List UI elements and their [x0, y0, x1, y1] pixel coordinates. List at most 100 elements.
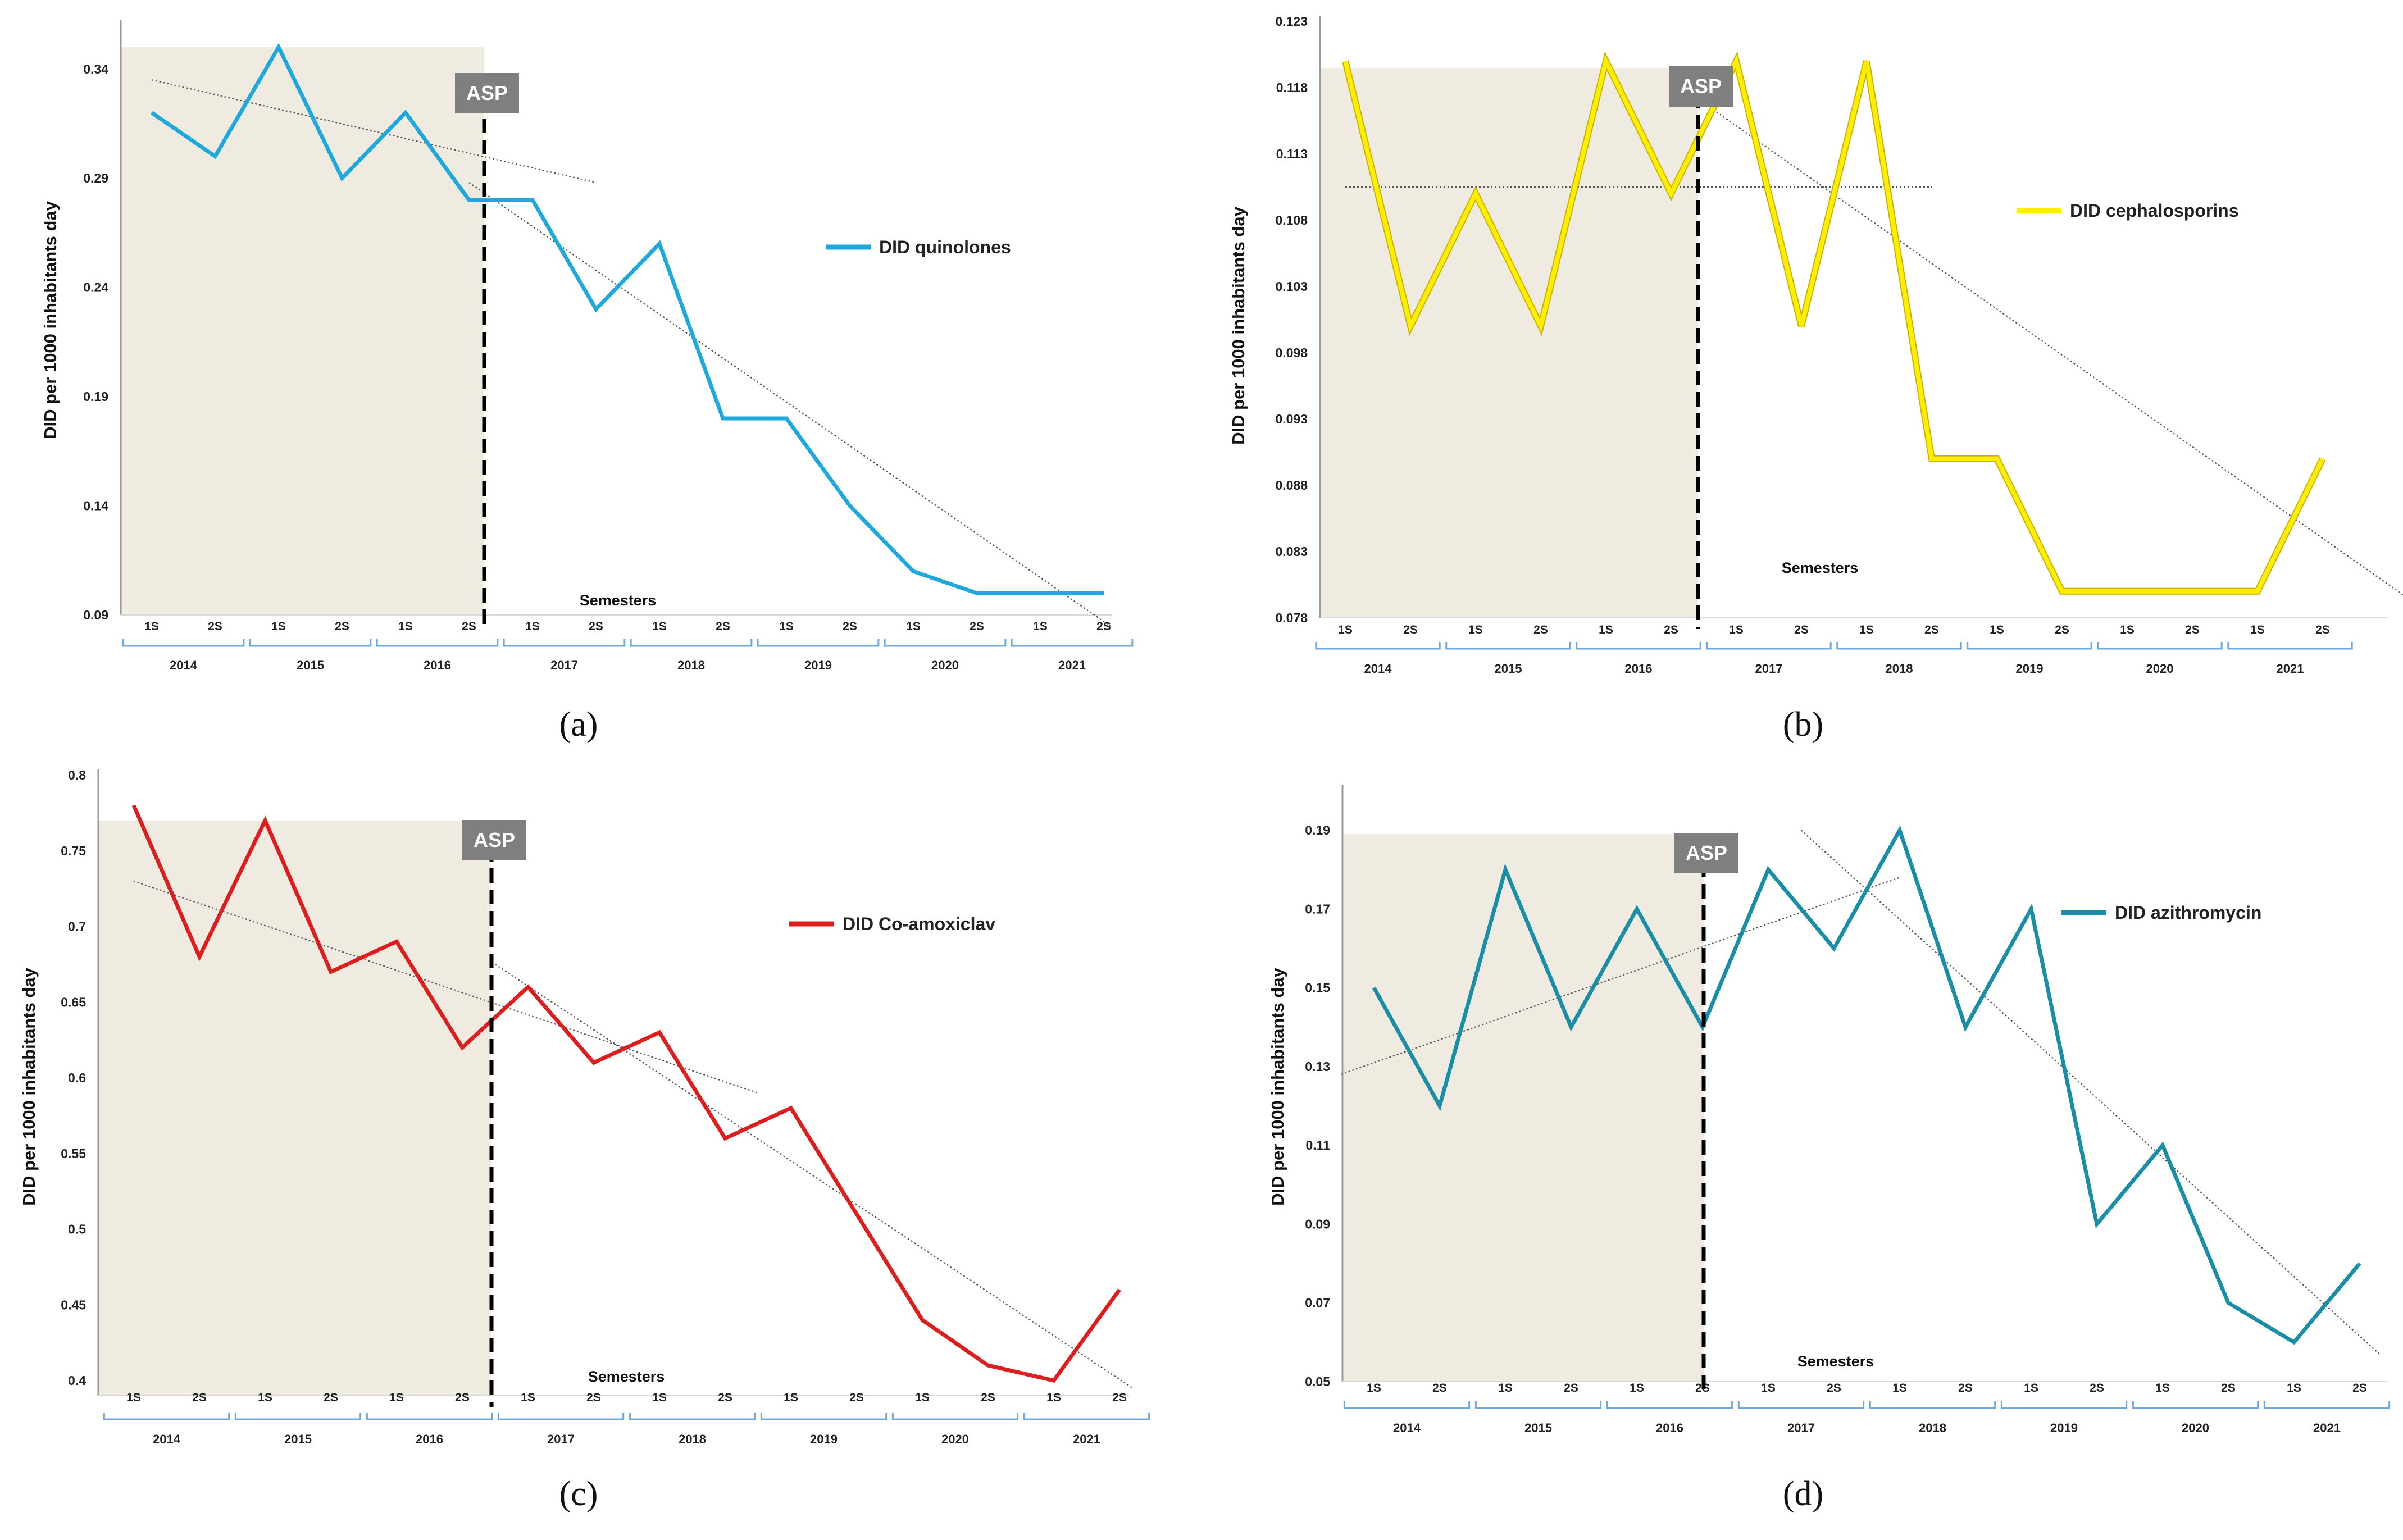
series-line — [1343, 54, 2325, 594]
semester-tick-label: 2S — [1958, 1382, 1973, 1395]
year-label: 2021 — [2277, 662, 2304, 676]
semester-tick-label: 2S — [2185, 623, 2200, 636]
semester-tick-label: 1S — [915, 1391, 930, 1404]
year-bracket — [1869, 1401, 1996, 1409]
x-axis-title: Semesters — [580, 592, 657, 609]
year-bracket — [1737, 1401, 1865, 1409]
panel-label: (d) — [1783, 1475, 1823, 1513]
y-tick-label: 0.103 — [1275, 279, 1308, 294]
semester-tick-label: 2S — [586, 1391, 601, 1404]
year-label: 2016 — [1656, 1421, 1683, 1435]
asp-badge-label: ASP — [466, 81, 508, 104]
y-tick-label: 0.34 — [83, 62, 108, 76]
y-axis-title: DID per 1000 inhabitants day — [40, 201, 60, 439]
year-label: 2020 — [2182, 1421, 2209, 1435]
asp-badge — [462, 820, 526, 860]
chart-panel-a: 0.09 0.14 0.19 0.24 0.29 0.34 DID per 1000 inh… — [40, 20, 1134, 744]
series-line — [1372, 825, 2361, 1345]
year-bracket — [376, 639, 499, 647]
y-tick-label: 0.078 — [1275, 610, 1308, 625]
y-axis-title: DID per 1000 inhabitants day — [1268, 967, 1287, 1206]
semester-tick-label: 1S — [389, 1391, 404, 1404]
pre-intervention-shade — [98, 820, 491, 1396]
semester-tick-label: 1S — [1761, 1382, 1776, 1395]
year-label: 2018 — [1886, 662, 1913, 676]
year-bracket — [122, 639, 245, 647]
year-label: 2020 — [931, 658, 959, 672]
asp-badge — [1674, 833, 1738, 873]
y-tick-label: 0.113 — [1276, 147, 1308, 161]
y-tick-label: 0.75 — [61, 844, 86, 858]
semester-tick-label: 2S — [2315, 623, 2330, 636]
series-line — [151, 43, 1104, 595]
year-label: 2016 — [416, 1432, 443, 1446]
year-bracket — [1011, 639, 1134, 647]
y-tick-label: 0.093 — [1275, 412, 1308, 426]
y-tick-label: 0.09 — [1305, 1216, 1330, 1231]
year-bracket — [1445, 642, 1571, 650]
year-label: 2016 — [1625, 662, 1653, 676]
semester-tick-label: 2S — [589, 620, 603, 633]
chart-panel-d: 0.05 0.07 0.09 0.11 0.13 0.15 0.17 0.19 DID per … — [1268, 785, 2391, 1513]
semester-tick-label: 1S — [2024, 1382, 2038, 1395]
year-label: 2014 — [1393, 1421, 1421, 1435]
semester-tick-label: 2S — [335, 620, 349, 633]
legend-label: DID quinolones — [879, 237, 1011, 257]
year-bracket — [1023, 1413, 1150, 1420]
semester-tick-label: 2S — [718, 1391, 732, 1404]
semester-tick-label: 1S — [258, 1391, 272, 1404]
semester-tick-label: 2S — [192, 1391, 207, 1404]
year-bracket — [249, 639, 372, 647]
year-bracket — [234, 1413, 362, 1420]
semester-tick-label: 2S — [1112, 1391, 1127, 1404]
semester-tick-label: 2S — [970, 620, 984, 633]
chart-panel-c: 0.4 0.45 0.5 0.55 0.6 0.65 0.7 0.75 0.8 DID per 1… — [19, 768, 1150, 1513]
y-tick-label: 0.088 — [1275, 478, 1308, 493]
trend-line-pre — [151, 79, 597, 184]
semester-tick-label: 1S — [1990, 623, 2004, 636]
year-label: 2018 — [1919, 1421, 1946, 1435]
trend-line-post — [1709, 107, 2403, 596]
y-tick-label: 0.15 — [1305, 981, 1330, 995]
year-bracket — [497, 1413, 625, 1420]
y-tick-label: 0.108 — [1275, 213, 1308, 227]
y-tick-label: 0.19 — [83, 389, 108, 404]
year-bracket — [1706, 642, 1832, 650]
panel-label: (c) — [559, 1475, 598, 1513]
semester-tick-label: 1S — [271, 620, 286, 633]
y-tick-label: 0.123 — [1275, 14, 1308, 29]
year-label: 2019 — [2050, 1421, 2078, 1435]
semester-tick-label: 2S — [1827, 1382, 1841, 1395]
y-tick-label: 0.55 — [61, 1146, 86, 1161]
year-label: 2015 — [297, 658, 324, 672]
semester-tick-label: 1S — [2155, 1382, 2170, 1395]
asp-badge — [455, 73, 519, 113]
y-tick-label: 0.65 — [61, 995, 86, 1009]
semester-tick-label: 1S — [1729, 623, 1744, 636]
semester-tick-label: 1S — [521, 1391, 535, 1404]
series-line — [131, 804, 1121, 1383]
semester-tick-label: 2S — [2055, 623, 2069, 636]
year-label: 2021 — [1058, 658, 1086, 672]
semester-tick-label: 1S — [1468, 623, 1483, 636]
y-tick-label: 0.45 — [61, 1297, 86, 1312]
year-bracket — [1836, 642, 1962, 650]
semester-tick-label: 1S — [398, 620, 413, 633]
y-tick-label: 0.14 — [83, 499, 108, 513]
y-axis-title: DID per 1000 inhabitants day — [19, 967, 39, 1206]
semester-tick-label: 2S — [1664, 623, 1678, 636]
semester-tick-label: 2S — [1533, 623, 1548, 636]
chart-panel-b: 0.078 0.083 0.088 0.093 0.098 0.103 0.108 0.113… — [1228, 14, 2403, 744]
year-label: 2015 — [284, 1432, 312, 1446]
semester-tick-label: 2S — [2090, 1382, 2104, 1395]
year-label: 2018 — [677, 658, 705, 672]
year-bracket — [891, 1413, 1019, 1420]
semester-tick-label: 2S — [716, 620, 730, 633]
year-label: 2017 — [547, 1432, 575, 1446]
year-label: 2020 — [2146, 662, 2174, 676]
y-tick-label: 0.13 — [1305, 1059, 1330, 1074]
x-axis-title: Semesters — [1782, 559, 1859, 576]
year-bracket — [2097, 642, 2223, 650]
